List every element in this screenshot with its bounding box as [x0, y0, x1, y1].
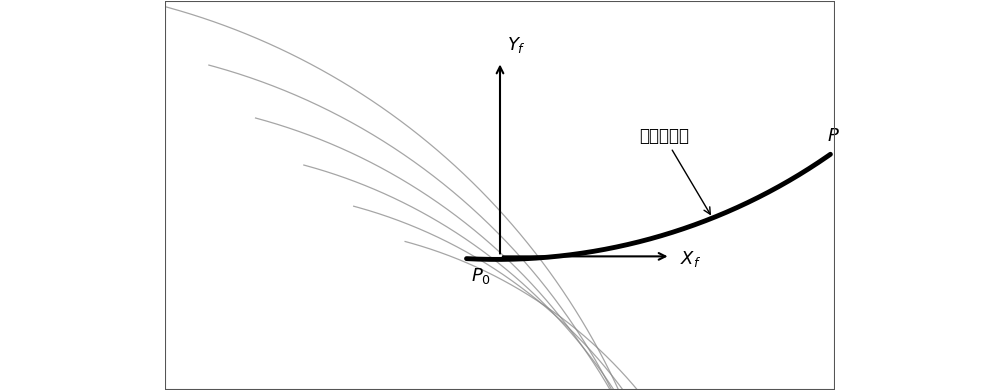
Text: $P$: $P$ [827, 127, 840, 145]
Text: 圆弧噌合线: 圆弧噌合线 [639, 127, 710, 214]
Text: $P_0$: $P_0$ [471, 265, 491, 285]
Text: $Y_f$: $Y_f$ [507, 36, 526, 56]
Text: $X_f$: $X_f$ [680, 249, 701, 269]
